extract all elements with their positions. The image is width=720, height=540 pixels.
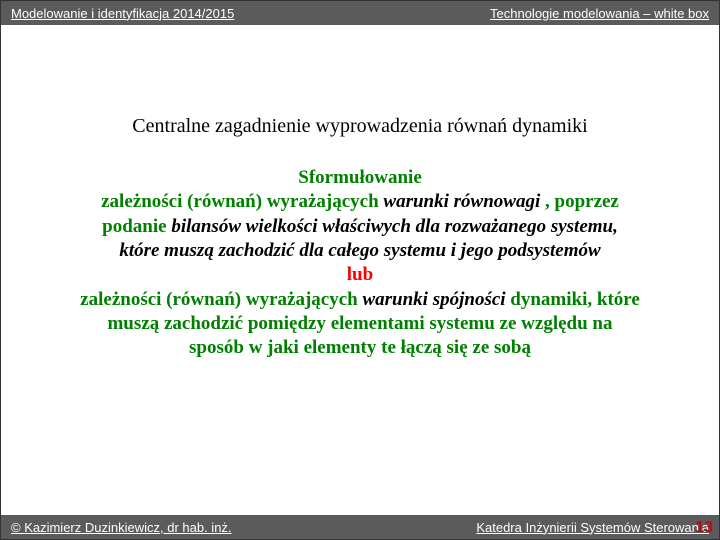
line1: Sformułowanie xyxy=(298,167,422,188)
header-right: Technologie modelowania – white box xyxy=(490,6,709,21)
line2b: warunki równowagi xyxy=(383,191,540,212)
slide-header: Modelowanie i identyfikacja 2014/2015 Te… xyxy=(1,1,719,25)
line6a: zależności (równań) wyrażających xyxy=(80,289,362,310)
slide-footer: © Kazimierz Duzinkiewicz, dr hab. inż. K… xyxy=(1,515,719,539)
line4: które muszą zachodzić dla całego systemu… xyxy=(119,240,600,261)
line6c: dynamiki, które xyxy=(510,289,640,310)
line5: lub xyxy=(347,264,373,285)
slide-content: Centralne zagadnienie wyprowadzenia równ… xyxy=(1,25,719,361)
footer-right: Katedra Inżynierii Systemów Sterowania xyxy=(476,520,709,535)
intro-line: Centralne zagadnienie wyprowadzenia równ… xyxy=(11,115,709,138)
line3a: podanie xyxy=(102,216,171,237)
header-left: Modelowanie i identyfikacja 2014/2015 xyxy=(11,6,234,21)
line3b: bilansów wielkości właściwych dla rozważ… xyxy=(171,216,618,237)
footer-left: © Kazimierz Duzinkiewicz, dr hab. inż. xyxy=(11,520,232,535)
page-number: 13 xyxy=(695,519,713,537)
line2a: zależności (równań) wyrażających xyxy=(101,191,383,212)
line7: muszą zachodzić pomiędzy elementami syst… xyxy=(107,313,612,334)
line8: sposób w jaki elementy te łączą się ze s… xyxy=(189,337,531,358)
line6b: warunki spójności xyxy=(362,289,510,310)
main-paragraph: Sformułowanie zależności (równań) wyraża… xyxy=(11,166,709,361)
line2c: , poprzez xyxy=(540,191,619,212)
